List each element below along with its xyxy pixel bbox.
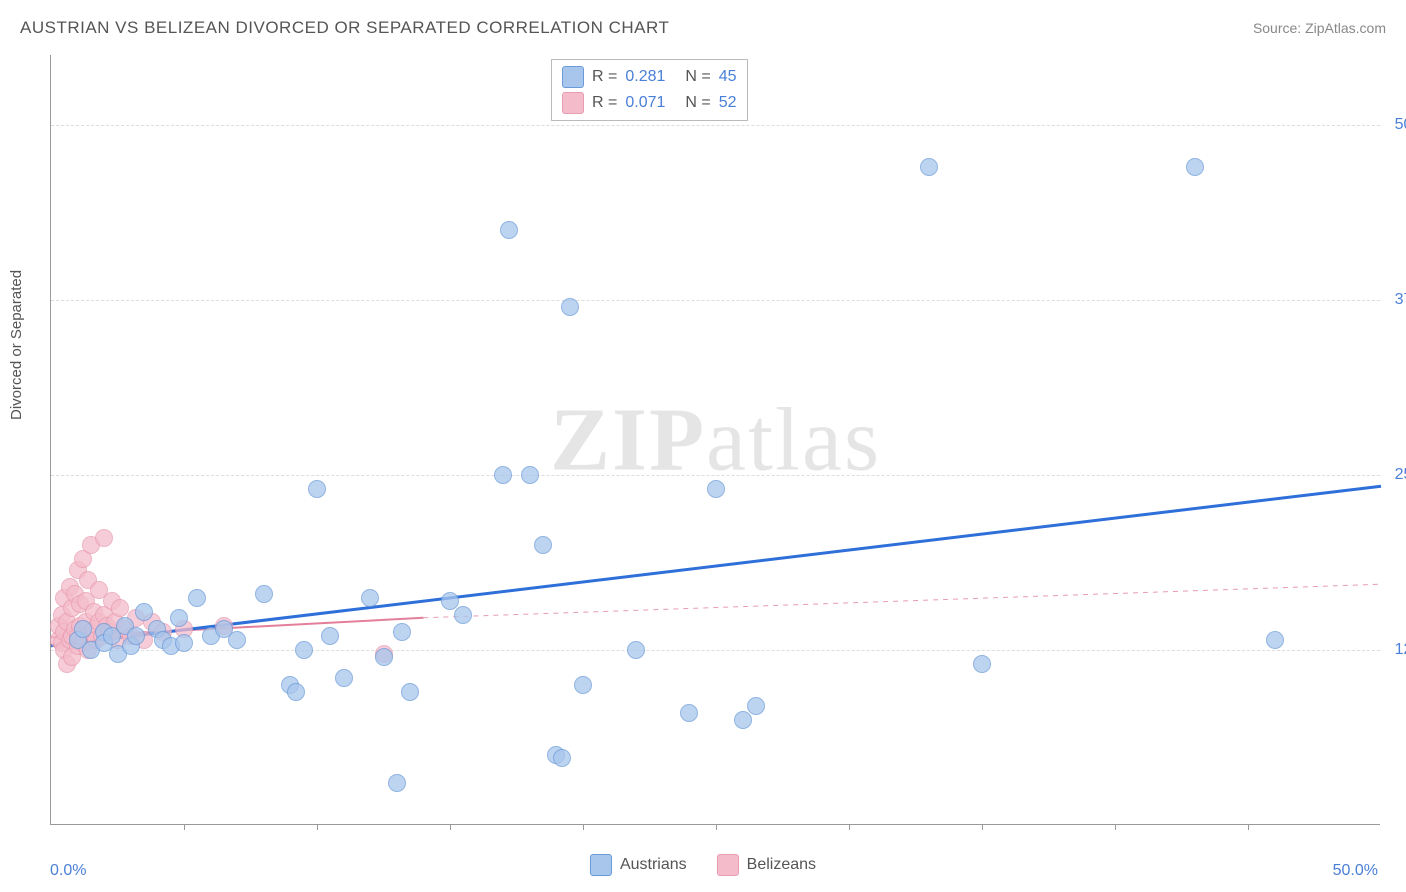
scatter-point	[74, 620, 92, 638]
scatter-point	[1266, 631, 1284, 649]
scatter-point	[401, 683, 419, 701]
scatter-point	[627, 641, 645, 659]
scatter-point	[95, 529, 113, 547]
scatter-point	[170, 609, 188, 627]
x-tick	[317, 824, 318, 830]
scatter-point	[454, 606, 472, 624]
legend-series: Austrians Belizeans	[590, 854, 816, 876]
gridline	[51, 125, 1380, 126]
scatter-point	[534, 536, 552, 554]
scatter-point	[321, 627, 339, 645]
n-value: 52	[719, 94, 737, 112]
gridline	[51, 650, 1380, 651]
scatter-point	[553, 749, 571, 767]
scatter-point	[500, 221, 518, 239]
source-label: Source: ZipAtlas.com	[1253, 20, 1386, 36]
scatter-point	[393, 623, 411, 641]
scatter-point	[228, 631, 246, 649]
gridline	[51, 475, 1380, 476]
blue-swatch-icon	[590, 854, 612, 876]
scatter-point	[375, 648, 393, 666]
scatter-point	[920, 158, 938, 176]
r-value: 0.071	[625, 94, 665, 112]
scatter-point	[175, 634, 193, 652]
scatter-point	[680, 704, 698, 722]
r-label: R =	[592, 68, 617, 86]
legend-label: Austrians	[620, 856, 687, 874]
scatter-point	[135, 603, 153, 621]
r-label: R =	[592, 94, 617, 112]
n-value: 45	[719, 68, 737, 86]
scatter-point	[188, 589, 206, 607]
x-tick	[1248, 824, 1249, 830]
scatter-point	[1186, 158, 1204, 176]
y-tick-label: 37.5%	[1395, 291, 1406, 309]
legend-item: Austrians	[590, 854, 687, 876]
scatter-point	[734, 711, 752, 729]
legend-stat-row: R = 0.281 N = 45	[562, 64, 737, 90]
legend-item: Belizeans	[717, 854, 816, 876]
x-tick	[716, 824, 717, 830]
x-tick	[982, 824, 983, 830]
scatter-point	[747, 697, 765, 715]
legend-label: Belizeans	[747, 856, 816, 874]
x-tick	[583, 824, 584, 830]
pink-swatch-icon	[562, 92, 584, 114]
scatter-point	[494, 466, 512, 484]
x-tick	[450, 824, 451, 830]
n-label: N =	[685, 94, 710, 112]
x-min-label: 0.0%	[50, 862, 86, 880]
scatter-point	[707, 480, 725, 498]
y-tick-label: 50.0%	[1395, 116, 1406, 134]
plot-area: ZIPatlas R =0.281N =45R =0.071N =52 12.5…	[50, 55, 1380, 825]
scatter-point	[388, 774, 406, 792]
x-tick	[849, 824, 850, 830]
scatter-point	[127, 627, 145, 645]
legend-stats: R = 0.281 N = 45 R = 0.071 N = 52	[551, 59, 748, 121]
scatter-point	[973, 655, 991, 673]
scatter-point	[521, 466, 539, 484]
gridline	[51, 300, 1380, 301]
scatter-point	[111, 599, 129, 617]
y-axis-label: Divorced or Separated	[8, 270, 25, 420]
x-tick	[184, 824, 185, 830]
legend-stat-row: R = 0.071 N = 52	[562, 90, 737, 116]
scatter-point	[308, 480, 326, 498]
scatter-point	[287, 683, 305, 701]
scatter-point	[574, 676, 592, 694]
chart-title: AUSTRIAN VS BELIZEAN DIVORCED OR SEPARAT…	[20, 18, 669, 38]
scatter-point	[335, 669, 353, 687]
scatter-point	[255, 585, 273, 603]
y-tick-label: 25.0%	[1395, 466, 1406, 484]
blue-swatch-icon	[562, 66, 584, 88]
y-tick-label: 12.5%	[1395, 641, 1406, 659]
x-tick	[1115, 824, 1116, 830]
x-max-label: 50.0%	[1333, 862, 1378, 880]
scatter-point	[295, 641, 313, 659]
pink-swatch-icon	[717, 854, 739, 876]
scatter-point	[561, 298, 579, 316]
n-label: N =	[685, 68, 710, 86]
trend-lines	[51, 55, 1380, 824]
scatter-point	[361, 589, 379, 607]
r-value: 0.281	[625, 68, 665, 86]
